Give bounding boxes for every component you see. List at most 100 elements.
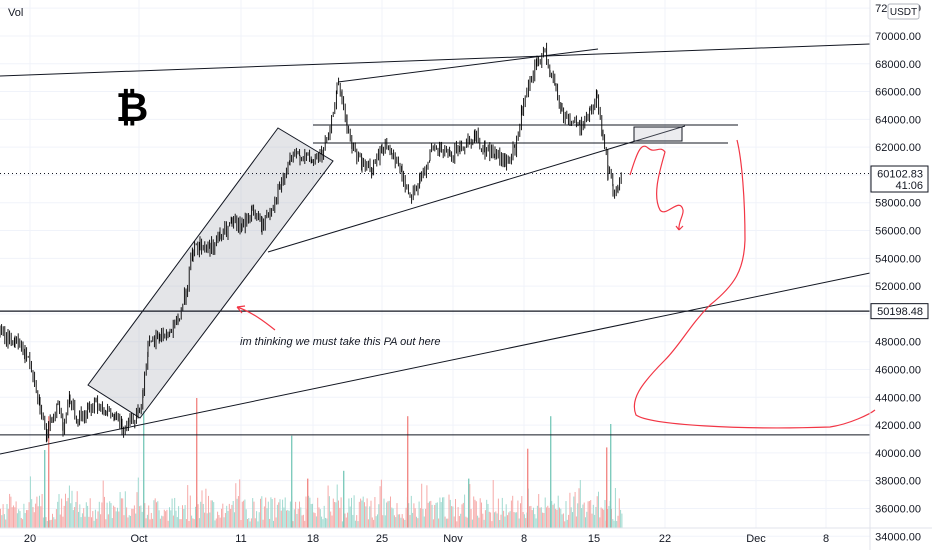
volume-spike xyxy=(307,478,309,528)
y-tick-label: 34000.00 xyxy=(875,531,921,543)
volume-bar xyxy=(525,518,527,528)
volume-bar xyxy=(529,506,531,528)
y-tick-label: 62000.00 xyxy=(875,142,921,154)
volume-bar xyxy=(13,505,14,528)
volume-bar xyxy=(152,518,154,528)
volume-bar xyxy=(379,486,381,528)
volume-bar xyxy=(2,504,4,528)
volume-bar xyxy=(396,503,398,528)
volume-bar xyxy=(49,520,51,528)
volume-bar xyxy=(574,491,576,528)
volume-bar xyxy=(516,512,518,528)
volume-bar xyxy=(130,515,131,528)
volume-bar xyxy=(439,497,441,528)
volume-bar xyxy=(566,519,568,528)
volume-bar xyxy=(226,505,228,528)
volume-bar xyxy=(275,517,277,528)
volume-bar xyxy=(360,498,362,528)
volume-bar xyxy=(410,495,412,528)
volume-bar xyxy=(52,513,53,528)
volume-bar xyxy=(534,514,536,528)
volume-bar xyxy=(336,484,338,528)
volume-bar xyxy=(76,491,78,528)
volume-bar xyxy=(89,498,91,528)
volume-bar xyxy=(235,483,237,528)
volume-bar xyxy=(83,508,85,528)
y-tick-label: 66000.00 xyxy=(875,87,921,99)
volume-bar xyxy=(45,517,47,528)
horizontal-levels xyxy=(0,173,870,436)
volume-bar xyxy=(533,507,534,528)
volume-bar xyxy=(111,518,113,528)
volume-bar xyxy=(386,502,388,528)
volume-spike xyxy=(407,416,409,528)
macro-trendline[interactable] xyxy=(0,272,871,455)
volume-bar xyxy=(35,503,37,528)
volume-spike xyxy=(468,478,470,528)
volume-bar xyxy=(19,511,21,528)
volume-bar xyxy=(32,507,34,528)
volume-bar xyxy=(59,514,61,528)
volume-bar xyxy=(188,521,190,528)
volume-bar xyxy=(449,499,451,528)
volume-bar xyxy=(218,514,220,528)
volume-bar xyxy=(616,520,618,528)
volume-bar xyxy=(509,511,511,528)
volume-bar xyxy=(561,514,563,528)
volume-bar xyxy=(280,510,282,528)
volume-bar xyxy=(339,507,341,528)
volume-bar xyxy=(39,495,40,528)
volume-bar xyxy=(295,501,297,528)
volume-bar xyxy=(166,509,168,528)
volume-bar xyxy=(569,492,571,528)
volume-bar xyxy=(179,519,181,528)
volume-bar xyxy=(422,509,424,528)
volume-bar xyxy=(358,501,360,528)
volume-bar xyxy=(604,500,606,528)
upper-trendline[interactable] xyxy=(0,43,871,77)
volume-bar xyxy=(109,501,111,528)
volume-bar xyxy=(3,514,5,528)
volume-bar xyxy=(67,497,69,528)
volume-bar xyxy=(448,494,450,528)
volume-bar xyxy=(477,515,479,528)
target-box[interactable] xyxy=(633,126,683,142)
volume-bar xyxy=(0,508,1,528)
volume-spike xyxy=(550,416,552,528)
volume-bar xyxy=(347,512,349,528)
volume-bar xyxy=(215,518,217,528)
price-axis[interactable]: 34000.00 36000.00 38000.00 40000.00 42000.00… xyxy=(875,3,921,543)
volume-bar xyxy=(431,504,433,528)
volume-bar xyxy=(617,515,619,528)
top-wedge-line[interactable] xyxy=(337,48,599,83)
volume-bar xyxy=(444,516,446,528)
volume-bar xyxy=(613,520,615,528)
volume-bar xyxy=(94,509,96,528)
volume-bar xyxy=(124,491,126,528)
vol-label: Vol xyxy=(8,7,23,19)
volume-bar xyxy=(517,500,519,528)
volume-bar xyxy=(102,480,104,528)
volume-bar xyxy=(403,518,404,528)
volume-bar xyxy=(163,509,165,528)
volume-bar xyxy=(488,511,490,528)
volume-bar xyxy=(340,497,342,528)
volume-bar xyxy=(310,503,312,528)
volume-bar xyxy=(241,501,243,528)
wedge-support-line[interactable] xyxy=(267,125,686,253)
time-axis[interactable]: 20 Oct 11 18 25 Nov 8 15 22 Dec 8 xyxy=(24,533,829,545)
volume-bar xyxy=(132,508,134,528)
volume-bar xyxy=(491,521,493,528)
currency-badge[interactable]: USDT xyxy=(887,3,920,20)
volume-bar xyxy=(369,506,371,528)
annotation-text: im thinking we must take this PA out her… xyxy=(240,336,441,348)
volume-bar xyxy=(62,516,64,528)
volume-bar xyxy=(113,505,115,528)
volume-bar xyxy=(26,510,27,528)
volume-bar xyxy=(419,508,421,528)
volume-bar xyxy=(507,515,508,528)
volume-bar xyxy=(510,500,512,528)
volume-bar xyxy=(97,511,99,528)
volume-bar xyxy=(156,502,157,528)
